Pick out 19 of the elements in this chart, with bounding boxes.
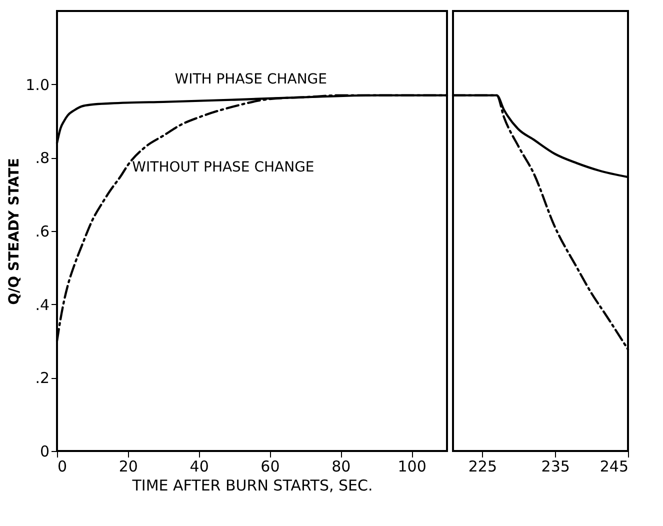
x-axis-title: TIME AFTER BURN STARTS, SEC. [131,476,373,494]
annotation: WITH PHASE CHANGE [174,72,328,88]
y-tick-label: .4 [35,296,50,314]
x-tick-label: 60 [260,458,280,476]
y-tick-label: 1.0 [26,76,50,94]
x-tick-label: 80 [332,458,351,476]
y-tick-label: 0 [40,442,50,460]
x-tick-label: 0 [58,458,68,476]
y-axis-title: Q/Q STEADY STATE [6,158,23,305]
y-tick-label: .8 [35,149,50,168]
x-tick-label: 40 [190,458,209,476]
annotation: WITHOUT PHASE CHANGE [132,160,314,176]
x-tick-label: 235 [541,458,570,476]
x-tick-label: 225 [468,458,497,476]
y-tick-label: .6 [35,222,50,240]
y-tick-label: .2 [35,369,50,388]
x-tick-label: 100 [398,458,426,476]
x-tick-label: 245 [600,458,628,476]
x-tick-label: 20 [118,458,138,476]
